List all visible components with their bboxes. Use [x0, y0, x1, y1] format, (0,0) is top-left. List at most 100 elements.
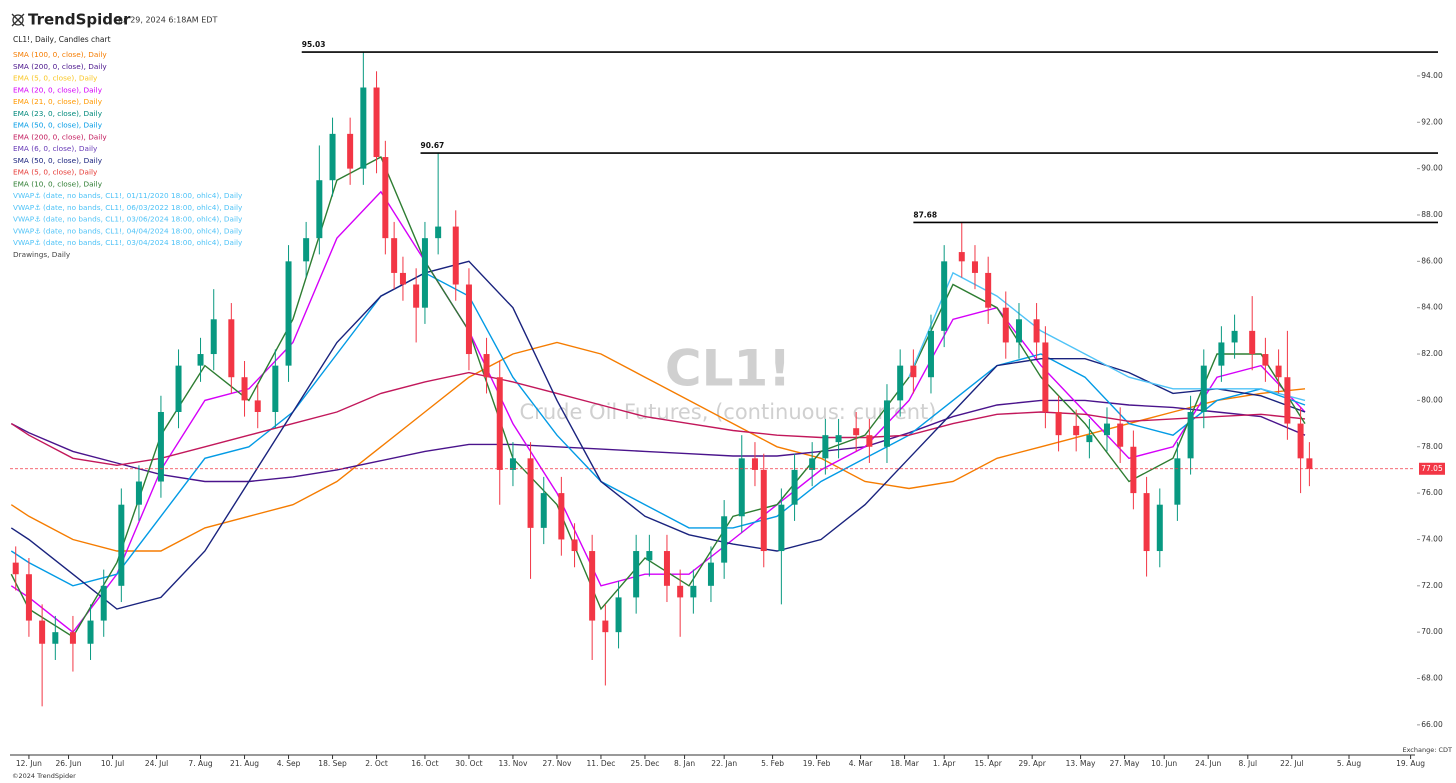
x-tick-label: 7. Aug	[188, 759, 212, 768]
candle-body	[540, 493, 547, 528]
candle-body	[971, 261, 978, 273]
legend-entry: EMA (50, 0, close), Daily	[13, 121, 103, 130]
candle-body	[760, 469, 767, 552]
legend-entry: SMA (200, 0, close), Daily	[13, 62, 107, 71]
y-tick-label: 80.00	[1421, 395, 1443, 404]
candle-body	[809, 458, 816, 470]
candle-body	[690, 585, 697, 598]
candle-body	[496, 377, 503, 470]
legend-entry: EMA (6, 0, close), Daily	[13, 144, 98, 153]
indicator-line	[10, 399, 1306, 483]
indicator-line	[10, 190, 1306, 634]
x-tick-label: 18. Mar	[890, 759, 919, 768]
candle-body	[1055, 411, 1062, 436]
candle-body	[1249, 330, 1256, 355]
candle-body	[1262, 354, 1269, 366]
x-tick-label: 1. Apr	[933, 759, 956, 768]
candle-body	[175, 365, 182, 412]
candle-body	[985, 272, 992, 308]
candle-body	[210, 319, 217, 355]
x-tick-label: 8. Jan	[674, 759, 695, 768]
candle-body	[791, 469, 798, 505]
candle-body	[1086, 435, 1093, 443]
candle-body	[941, 261, 948, 331]
candle-body	[707, 562, 714, 586]
candle-body	[1103, 423, 1110, 436]
candle-body	[272, 365, 279, 412]
x-tick-label: 27. May	[1110, 759, 1140, 768]
legend-entry: VWAP⚓ (date, no bands, CL1!, 01/11/2020 …	[13, 191, 243, 200]
candle-body	[118, 504, 125, 586]
x-tick-label: 12. Jun	[16, 759, 42, 768]
candle-body	[413, 284, 420, 308]
legend-entry: EMA (5, 0, close), Daily	[13, 168, 98, 177]
candle-body	[241, 377, 248, 401]
legend-entry: SMA (100, 0, close), Daily	[13, 50, 107, 59]
candle-body	[721, 516, 728, 563]
y-tick-label: 68.00	[1421, 674, 1443, 683]
level-label: 90.67	[421, 141, 445, 150]
candle-body	[589, 551, 596, 621]
candle-body	[1297, 423, 1304, 459]
legend-entry: EMA (10, 0, close), Daily	[13, 179, 103, 188]
x-tick-label: 5. Aug	[1337, 759, 1361, 768]
candle-body	[1130, 446, 1137, 494]
level-label: 87.68	[913, 210, 937, 219]
y-tick-label: 88.00	[1421, 210, 1443, 219]
candle-body	[822, 435, 829, 459]
candle-body	[303, 238, 310, 262]
x-tick-label: 19. Feb	[803, 759, 831, 768]
indicator-line	[10, 371, 1306, 467]
x-tick-label: 24. Jun	[1195, 759, 1221, 768]
candle-body	[558, 493, 565, 540]
x-tick-label: 13. May	[1066, 759, 1096, 768]
indicator-line	[10, 341, 1306, 552]
candle-body	[1015, 319, 1022, 343]
x-tick-label: 5. Feb	[761, 759, 784, 768]
candle-body	[360, 87, 367, 169]
candle-body	[751, 458, 758, 470]
candle-body	[39, 620, 46, 644]
x-tick-label: 18. Sep	[318, 759, 347, 768]
legend-entry: EMA (5, 0, close), Daily	[13, 74, 98, 83]
indicator-line	[10, 156, 1306, 638]
legend-entry: VWAP⚓ (date, no bands, CL1!, 03/06/2024 …	[13, 215, 243, 224]
candle-body	[135, 481, 142, 505]
candle-body	[1306, 458, 1313, 469]
plot-area	[10, 52, 1313, 707]
x-tick-label: 25. Dec	[631, 759, 660, 768]
x-tick-label: 4. Mar	[849, 759, 874, 768]
legend-entry: EMA (200, 0, close), Daily	[13, 132, 107, 141]
candle-body	[1284, 377, 1291, 424]
watermark-description: Crude Oil Futures, (continuous: current)	[520, 400, 937, 424]
x-tick-label: 2. Oct	[365, 759, 388, 768]
x-tick-label: 26. Jun	[56, 759, 82, 768]
y-tick-label: 78.00	[1421, 442, 1443, 451]
candle-body	[329, 133, 336, 181]
legend-entry: EMA (21, 0, close), Daily	[13, 97, 103, 106]
candle-body	[1073, 425, 1080, 436]
x-tick-label: 8. Jul	[1238, 759, 1257, 768]
candle-body	[435, 226, 442, 239]
y-tick-label: 66.00	[1421, 720, 1443, 729]
candle-body	[897, 365, 904, 401]
legend-entry: EMA (20, 0, close), Daily	[13, 85, 103, 94]
candle-body	[958, 252, 965, 262]
candle-body	[1218, 342, 1225, 366]
legend-entry: SMA (50, 0, close), Daily	[13, 156, 103, 165]
candle-body	[1156, 504, 1163, 552]
x-tick-label: 13. Nov	[498, 759, 528, 768]
candle-body	[347, 133, 354, 169]
chart-title: CL1!, Daily, Candles chart	[13, 35, 111, 44]
candle-body	[69, 632, 76, 644]
legend-entry: VWAP⚓ (date, no bands, CL1!, 06/03/2022 …	[13, 203, 243, 212]
watermark-symbol: CL1!	[665, 340, 791, 398]
candle-body	[52, 632, 59, 644]
y-tick-label: 74.00	[1421, 534, 1443, 543]
x-tick-label: 24. Jul	[145, 759, 168, 768]
candle-body	[778, 504, 785, 552]
candle-body	[87, 620, 94, 644]
candle-body	[527, 458, 534, 528]
last-price-tag	[1419, 462, 1445, 475]
